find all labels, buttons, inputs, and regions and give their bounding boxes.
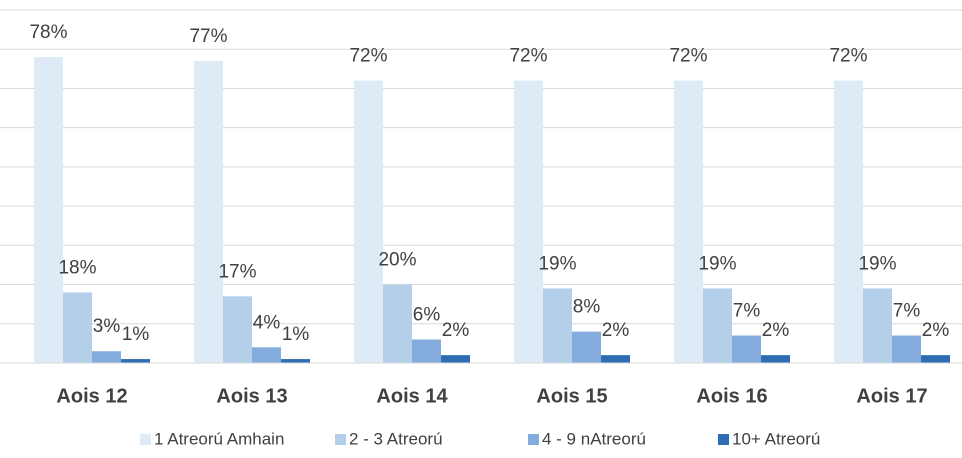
- bar: [674, 80, 703, 363]
- data-label: 1%: [122, 324, 150, 345]
- bar: [281, 359, 310, 363]
- bar: [383, 284, 412, 363]
- x-tick-label: Aois 17: [856, 385, 927, 407]
- x-tick-label: Aois 13: [216, 385, 287, 407]
- data-label: 72%: [349, 46, 387, 67]
- legend-swatch: [528, 434, 539, 445]
- bar: [34, 57, 63, 364]
- legend-label: 4 - 9 nAtreorú: [542, 429, 646, 448]
- bar: [863, 288, 892, 363]
- data-label: 72%: [669, 46, 707, 67]
- data-label: 7%: [733, 301, 761, 322]
- data-label: 3%: [93, 316, 121, 337]
- data-label: 77%: [189, 26, 227, 47]
- bar: [834, 80, 863, 363]
- bar: [572, 331, 601, 363]
- data-label: 7%: [893, 301, 921, 322]
- bar: [354, 80, 383, 363]
- x-tick-label: Aois 15: [536, 385, 607, 407]
- data-label: 17%: [218, 261, 256, 282]
- bar: [63, 292, 92, 363]
- x-tick-label: Aois 16: [696, 385, 767, 407]
- data-label: 18%: [58, 257, 96, 278]
- bar: [252, 347, 281, 363]
- data-label: 4%: [253, 312, 281, 333]
- bar: [194, 60, 223, 363]
- data-label: 20%: [378, 250, 416, 271]
- data-label: 78%: [29, 22, 67, 43]
- x-tick-label: Aois 14: [376, 385, 448, 407]
- legend-swatch: [140, 434, 151, 445]
- bar: [732, 335, 761, 363]
- legend-label: 2 - 3 Atreorú: [349, 429, 443, 448]
- data-label: 1%: [282, 324, 310, 345]
- data-label: 6%: [413, 304, 441, 325]
- data-label: 2%: [602, 320, 630, 341]
- bar: [761, 355, 790, 363]
- bar: [892, 335, 921, 363]
- x-tick-label: Aois 12: [56, 385, 127, 407]
- bar: [703, 288, 732, 363]
- data-label: 72%: [509, 46, 547, 67]
- data-label: 2%: [762, 320, 790, 341]
- legend-swatch: [718, 434, 729, 445]
- bar: [92, 351, 121, 363]
- data-label: 19%: [858, 253, 896, 274]
- bar: [601, 355, 630, 363]
- bar: [514, 80, 543, 363]
- bar: [921, 355, 950, 363]
- legend-swatch: [335, 434, 346, 445]
- data-label: 19%: [698, 253, 736, 274]
- data-label: 2%: [922, 320, 950, 341]
- data-label: 72%: [829, 46, 867, 67]
- bar: [543, 288, 572, 363]
- data-label: 8%: [573, 297, 601, 318]
- legend-label: 1 Atreorú Amhain: [154, 429, 284, 448]
- data-label: 19%: [538, 253, 576, 274]
- bar: [223, 296, 252, 363]
- data-label: 2%: [442, 320, 470, 341]
- bar: [412, 339, 441, 363]
- bar: [441, 355, 470, 363]
- legend-label: 10+ Atreorú: [732, 429, 820, 448]
- bar: [121, 359, 150, 363]
